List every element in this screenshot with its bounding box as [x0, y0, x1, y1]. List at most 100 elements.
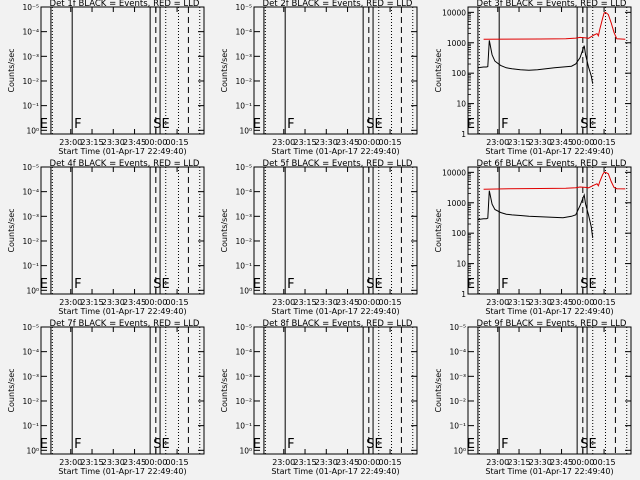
x-tick-label: 23:00	[486, 138, 509, 147]
x-axis-label: Start Time (01-Apr-17 22:49:40)	[485, 467, 613, 476]
phase-marker-se: SE	[153, 117, 169, 132]
phase-marker-se: SE	[153, 277, 169, 292]
panel-title: Det 7f BLACK = Events, RED = LLD	[50, 319, 200, 329]
phase-marker-f: F	[287, 117, 294, 132]
panel-det-2f: Det 2f BLACK = Events, RED = LLD23:0023:…	[220, 0, 418, 156]
x-tick-label: 00:00	[144, 138, 167, 147]
y-tick-label: 1	[461, 290, 466, 299]
phase-marker-se: SE	[366, 277, 382, 292]
y-axis-label: Counts/sec	[434, 48, 443, 92]
phase-marker-e: E	[467, 437, 475, 452]
panel-title: Det 1f BLACK = Events, RED = LLD	[50, 0, 200, 9]
y-tick-label: 10⁻⁵	[22, 3, 39, 12]
x-tick-label: 00:15	[593, 138, 616, 147]
x-tick-label: 23:45	[336, 138, 359, 147]
x-tick-label: 23:15	[80, 138, 103, 147]
x-axis-label: Start Time (01-Apr-17 22:49:40)	[271, 467, 399, 476]
panel-det-6f: Det 6f BLACK = Events, RED = LLD23:0023:…	[434, 159, 632, 316]
x-tick-label: 23:45	[123, 458, 146, 467]
x-tick-label: 23:15	[293, 138, 316, 147]
x-tick-label: 23:00	[59, 298, 82, 307]
x-tick-label: 23:45	[336, 458, 359, 467]
y-tick-label: 10000	[442, 8, 466, 17]
panel-det-1f: Det 1f BLACK = Events, RED = LLD23:0023:…	[7, 0, 205, 156]
panel-det-4f: Det 4f BLACK = Events, RED = LLD23:0023:…	[7, 159, 205, 316]
x-axis-label: Start Time (01-Apr-17 22:49:40)	[58, 467, 186, 476]
x-axis-label: Start Time (01-Apr-17 22:49:40)	[485, 307, 613, 316]
x-axis-label: Start Time (01-Apr-17 22:49:40)	[58, 147, 186, 156]
y-tick-label: 10⁻²	[22, 77, 39, 86]
x-tick-label: 23:15	[293, 298, 316, 307]
y-axis-label: Counts/sec	[434, 208, 443, 252]
x-tick-label: 23:15	[80, 298, 103, 307]
panel-title: Det 2f BLACK = Events, RED = LLD	[263, 0, 413, 9]
x-tick-label: 23:15	[507, 298, 530, 307]
x-tick-label: 00:15	[379, 458, 402, 467]
x-tick-label: 23:00	[272, 458, 295, 467]
x-tick-label: 23:30	[315, 298, 338, 307]
x-tick-label: 23:30	[529, 138, 552, 147]
y-tick-label: 1000	[447, 199, 466, 208]
x-tick-label: 23:00	[486, 298, 509, 307]
x-tick-label: 00:00	[357, 138, 380, 147]
panel-title: Det 5f BLACK = Events, RED = LLD	[263, 159, 413, 169]
x-axis-label: Start Time (01-Apr-17 22:49:40)	[485, 147, 613, 156]
panel-title: Det 3f BLACK = Events, RED = LLD	[477, 0, 627, 9]
y-tick-label: 10⁰	[239, 446, 252, 455]
y-tick-label: 10⁻³	[235, 212, 252, 221]
x-tick-label: 00:00	[571, 138, 594, 147]
x-tick-label: 00:15	[166, 298, 189, 307]
panel-det-8f: Det 8f BLACK = Events, RED = LLD23:0023:…	[220, 319, 418, 476]
plot-frame	[40, 6, 205, 135]
y-tick-label: 10⁻⁴	[22, 188, 39, 197]
y-tick-label: 10⁻⁵	[22, 323, 39, 332]
x-tick-label: 23:30	[102, 138, 125, 147]
y-tick-label: 10⁻²	[235, 77, 252, 86]
phase-marker-f: F	[74, 117, 81, 132]
x-tick-label: 23:30	[315, 458, 338, 467]
y-axis-label: Counts/sec	[434, 368, 443, 412]
x-tick-label: 00:00	[357, 458, 380, 467]
x-axis-label: Start Time (01-Apr-17 22:49:40)	[271, 307, 399, 316]
phase-marker-f: F	[287, 277, 294, 292]
x-tick-label: 23:45	[123, 298, 146, 307]
phase-marker-e: E	[253, 437, 261, 452]
x-tick-label: 23:00	[486, 458, 509, 467]
plot-frame	[253, 166, 418, 295]
events-series-line	[477, 40, 594, 84]
y-tick-label: 10⁻²	[22, 397, 39, 406]
y-tick-label: 100	[452, 69, 467, 78]
x-tick-label: 23:15	[507, 458, 530, 467]
y-tick-label: 10⁻⁵	[449, 323, 466, 332]
plot-frame	[40, 326, 205, 455]
y-tick-label: 10⁻³	[235, 52, 252, 61]
x-tick-label: 23:30	[529, 298, 552, 307]
phase-marker-f: F	[74, 437, 81, 452]
x-tick-label: 00:15	[593, 458, 616, 467]
x-tick-label: 00:15	[166, 458, 189, 467]
x-tick-label: 23:15	[80, 458, 103, 467]
x-tick-label: 23:45	[123, 138, 146, 147]
phase-marker-f: F	[501, 437, 508, 452]
plot-frame	[467, 6, 632, 135]
phase-marker-se: SE	[580, 117, 596, 132]
y-tick-label: 10⁻³	[449, 372, 466, 381]
x-tick-label: 00:00	[571, 298, 594, 307]
x-tick-label: 23:45	[550, 458, 573, 467]
x-tick-label: 00:15	[379, 138, 402, 147]
y-tick-label: 10⁻¹	[22, 262, 39, 271]
y-axis-label: Counts/sec	[7, 48, 16, 92]
x-axis-label: Start Time (01-Apr-17 22:49:40)	[58, 307, 186, 316]
y-tick-label: 10⁻²	[449, 397, 466, 406]
y-axis-label: Counts/sec	[7, 368, 16, 412]
y-tick-label: 10⁻³	[235, 372, 252, 381]
y-tick-label: 10	[456, 260, 466, 269]
plot-frame	[253, 326, 418, 455]
phase-marker-f: F	[501, 277, 508, 292]
events-series-line	[477, 190, 594, 238]
y-tick-label: 10⁰	[26, 286, 39, 295]
y-tick-label: 10⁻³	[22, 52, 39, 61]
y-tick-label: 10⁻⁴	[22, 348, 39, 357]
plot-frame	[467, 326, 632, 455]
y-tick-label: 1000	[447, 39, 466, 48]
